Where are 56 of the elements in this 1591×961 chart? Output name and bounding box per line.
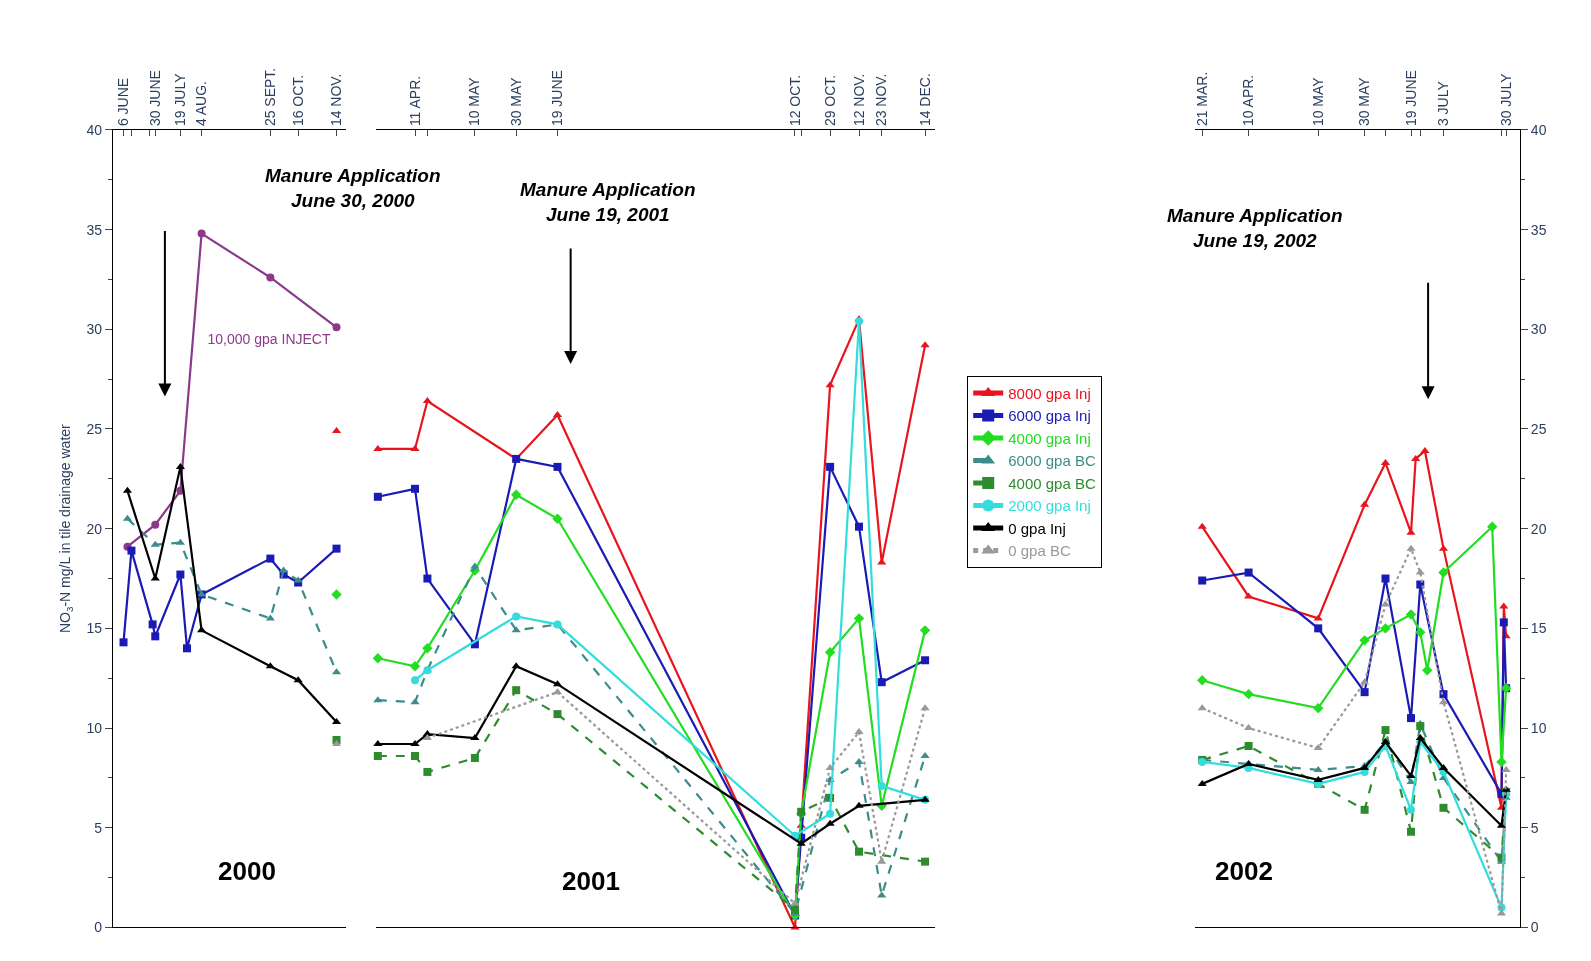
x-tick-label: 10 MAY <box>466 76 483 127</box>
legend-label: 4000 gpa BC <box>1008 474 1096 492</box>
x-tick-label: 19 JULY <box>171 72 188 127</box>
y-tick-label: 20 <box>86 520 103 537</box>
y-tick-label: 30 <box>86 321 103 338</box>
x-tick-label: 25 SEPT. <box>261 67 278 127</box>
legend-label: 6000 gpa Inj <box>1008 407 1091 425</box>
y-tick-label: 35 <box>86 221 103 238</box>
y-tick-label: 0 <box>94 919 103 936</box>
annotation: Manure Application June 30, 2000 <box>265 165 441 211</box>
x-tick-label: 12 NOV. <box>850 73 867 127</box>
x-tick-label: 29 OCT. <box>821 74 838 127</box>
legend-label: 8000 gpa Inj <box>1008 384 1091 402</box>
y-tick-label: 10 <box>1530 719 1547 736</box>
x-tick-label: 30 JULY <box>1497 72 1514 127</box>
annotation: 2000 <box>218 856 276 886</box>
annotation: Manure Application June 19, 2002 <box>1167 205 1343 251</box>
x-tick-label: 12 OCT. <box>786 74 803 127</box>
x-tick-label: 23 NOV. <box>873 73 890 127</box>
annotation: 2002 <box>1215 856 1273 886</box>
x-tick-label: 10 APR. <box>1240 74 1257 127</box>
x-tick-label: 11 APR. <box>406 75 423 127</box>
legend-label: 4000 gpa Inj <box>1008 429 1091 447</box>
x-tick-label: 3 JULY <box>1435 80 1452 127</box>
annotation: 2001 <box>562 866 620 896</box>
x-tick-label: 19 JUNE <box>1402 70 1419 127</box>
x-tick-label: 19 JUNE <box>549 70 566 127</box>
legend-label: 0 gpa Inj <box>1008 519 1066 537</box>
x-tick-label: 21 MAR. <box>1193 71 1210 127</box>
y-tick-label: 40 <box>86 121 103 138</box>
x-tick-label: 16 OCT. <box>289 74 306 127</box>
legend-label: 0 gpa BC <box>1008 542 1071 560</box>
x-tick-label: 14 DEC. <box>916 73 933 127</box>
y-tick-label: 10 <box>86 719 103 736</box>
x-tick-label: 10 MAY <box>1309 76 1326 127</box>
y-tick-label: 15 <box>86 620 103 637</box>
y-tick-label: 40 <box>1530 121 1547 138</box>
y-tick-label: 25 <box>86 420 103 437</box>
y-tick-label: 5 <box>94 819 103 836</box>
x-tick-label: 14 NOV. <box>328 73 345 127</box>
series-label: 10,000 gpa INJECT <box>207 330 331 347</box>
y-tick-label: 35 <box>1530 221 1547 238</box>
x-tick-label: 30 JUNE <box>146 70 163 127</box>
y-tick-label: 0 <box>1530 919 1539 936</box>
y-tick-label: 15 <box>1530 620 1547 637</box>
y-tick-label: 5 <box>1530 819 1539 836</box>
x-tick-label: 30 MAY <box>507 76 524 127</box>
x-tick-label: 4 AUG. <box>193 80 210 127</box>
y-tick-label: 25 <box>1530 420 1547 437</box>
legend-label: 6000 gpa BC <box>1008 452 1096 470</box>
x-tick-label: 30 MAY <box>1356 76 1373 127</box>
legend-label: 2000 gpa Inj <box>1008 497 1091 515</box>
y-tick-label: 30 <box>1530 321 1547 338</box>
x-tick-label: 6 JUNE <box>115 77 132 127</box>
y-tick-label: 20 <box>1530 520 1547 537</box>
annotation: Manure Application June 19, 2001 <box>520 179 696 225</box>
